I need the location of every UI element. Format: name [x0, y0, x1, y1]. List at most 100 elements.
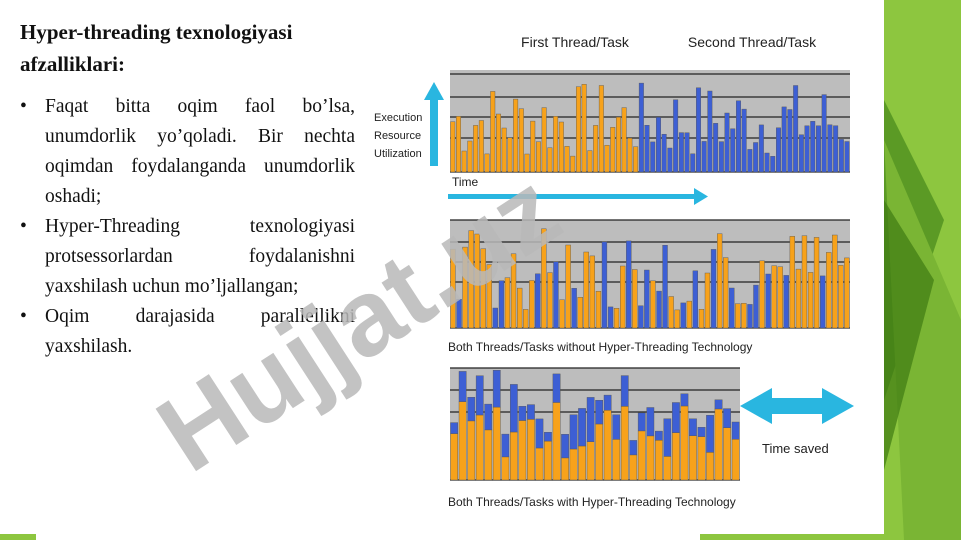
caption-with-ht: Both Threads/Tasks with Hyper-Threading …	[448, 495, 736, 509]
bar	[467, 397, 476, 422]
bar	[544, 440, 552, 481]
bar	[678, 132, 684, 173]
bar	[753, 142, 759, 173]
bar	[696, 87, 701, 173]
bar	[770, 156, 776, 173]
bar	[765, 273, 771, 329]
bar	[544, 432, 552, 442]
bar	[478, 120, 484, 173]
bar	[710, 249, 717, 329]
bar	[620, 375, 629, 407]
bar	[565, 244, 571, 329]
bar	[644, 124, 650, 173]
bar	[801, 235, 808, 329]
caption-without-ht: Both Threads/Tasks without Hyper-Threadi…	[448, 340, 752, 354]
bar	[595, 291, 602, 329]
bar	[518, 406, 527, 421]
theme-decoration	[884, 0, 961, 540]
bar	[541, 228, 547, 329]
bar	[706, 415, 714, 453]
bar	[771, 265, 777, 329]
bar	[795, 268, 802, 329]
bar	[689, 418, 697, 436]
bar	[467, 420, 476, 481]
bar	[629, 440, 638, 456]
bar	[450, 248, 456, 329]
bar	[650, 141, 656, 173]
bar	[833, 125, 839, 173]
bar	[586, 397, 595, 442]
bar	[697, 427, 706, 437]
bar	[553, 116, 559, 173]
bar	[741, 303, 747, 329]
bar	[661, 133, 667, 173]
bar	[776, 127, 781, 173]
bar	[553, 261, 559, 329]
bar	[450, 422, 459, 434]
bar	[467, 140, 473, 173]
bar	[707, 90, 713, 173]
bar	[577, 297, 583, 329]
bar	[655, 430, 663, 441]
bar	[616, 116, 621, 173]
bar	[509, 384, 518, 433]
bar	[570, 155, 576, 173]
bar	[621, 107, 627, 173]
bar	[595, 423, 604, 481]
time-label: Time	[452, 175, 479, 189]
bar	[484, 153, 490, 173]
bar	[450, 121, 456, 173]
bar	[638, 305, 644, 329]
bar	[612, 439, 621, 481]
bar	[644, 269, 650, 329]
bar	[522, 309, 529, 329]
bar	[689, 435, 697, 481]
bar	[501, 456, 510, 481]
bar	[578, 445, 586, 481]
bar	[731, 439, 740, 481]
bar	[559, 299, 565, 329]
bullet-item: Oqim darajasida parallellikni yaxshilash…	[20, 302, 355, 362]
bar	[781, 106, 787, 173]
bar	[607, 306, 614, 329]
bar	[569, 448, 578, 481]
bar	[603, 410, 612, 481]
bar	[701, 141, 707, 173]
bar	[844, 141, 850, 173]
chart-panel-with-ht	[450, 367, 740, 481]
bar	[480, 248, 486, 329]
bar	[698, 309, 705, 329]
bar	[578, 408, 586, 447]
bar	[492, 406, 501, 481]
bar	[633, 146, 639, 173]
bar	[724, 112, 730, 173]
bar	[747, 149, 753, 173]
bar	[844, 257, 850, 329]
bar	[564, 146, 570, 173]
bar	[747, 304, 753, 329]
bar	[456, 299, 462, 329]
bar	[663, 456, 672, 481]
y-label-line: Execution	[374, 112, 422, 124]
bar	[637, 412, 646, 432]
bar	[820, 275, 826, 329]
bullet-list: Faqat bitta oqim faol bo’lsa, unumdorlik…	[20, 92, 355, 362]
bar	[646, 407, 655, 437]
bar	[723, 257, 729, 329]
bar	[735, 303, 741, 329]
bar	[632, 269, 638, 329]
bar	[601, 241, 608, 329]
bar	[518, 420, 527, 481]
bar	[729, 287, 735, 329]
bar	[717, 233, 723, 329]
bar	[490, 91, 496, 173]
bar	[498, 280, 505, 329]
y-label-line: Resource	[374, 130, 421, 142]
bullet-item: Hyper-Threading texnologiyasi protsessor…	[20, 212, 355, 302]
bar	[524, 153, 530, 173]
bar	[723, 408, 731, 429]
bar	[667, 147, 673, 173]
bar	[586, 441, 595, 481]
bar	[646, 435, 655, 481]
time-saved-label: Time saved	[762, 441, 829, 456]
